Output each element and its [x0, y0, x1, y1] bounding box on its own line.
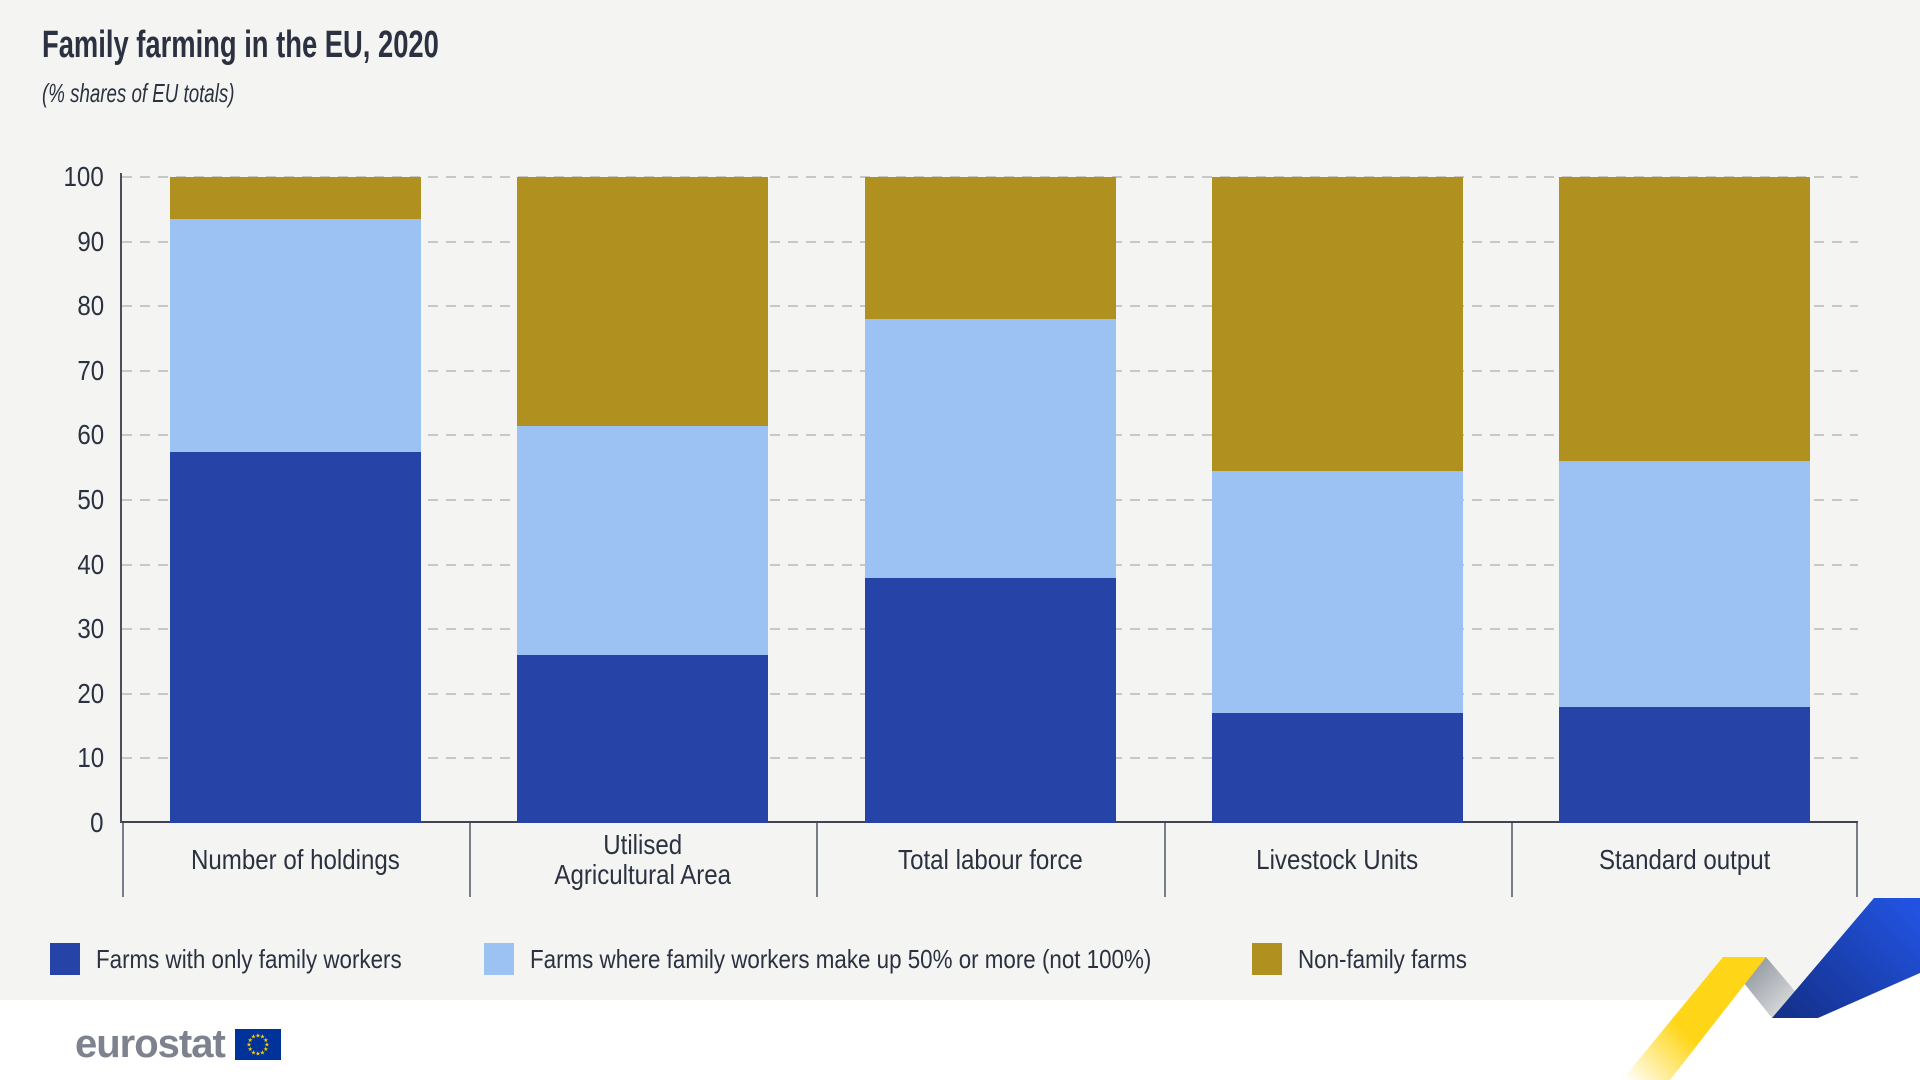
bar-segment-series3-cat3 [864, 177, 1116, 320]
y-tick-label-70: 70 [44, 354, 104, 386]
y-tick-label-60: 60 [44, 420, 104, 450]
y-tick-label-20: 20 [44, 677, 104, 709]
y-tick-label-100: 100 [44, 162, 104, 192]
y-tick-text: 50 [77, 484, 104, 515]
y-tick-text: 90 [77, 225, 104, 257]
x-category-label-1: Number of holdings [122, 823, 469, 897]
eu-flag-star: ★ [251, 1049, 256, 1056]
y-tick-text: 30 [77, 613, 104, 645]
bar-column-5 [1558, 177, 1810, 823]
bar-segment-series2-cat4 [1211, 470, 1463, 714]
bar-segment-series2-cat2 [517, 425, 769, 656]
category-separator-1 [469, 823, 472, 897]
eu-flag-star: ★ [255, 1051, 260, 1058]
legend-swatch-family-only [50, 943, 80, 975]
category-separator-4 [1510, 823, 1513, 897]
legend-item-family-only: Farms with only family workers [50, 943, 451, 975]
x-category-label-4: Livestock Units [1164, 823, 1511, 897]
bar-segment-series3-cat1 [170, 177, 422, 219]
legend-label-family-majority: Farms where family workers make up 50% o… [530, 944, 1152, 974]
page-title: Family farming in the EU, 2020 [42, 24, 593, 67]
legend-item-family-majority: Farms where family workers make up 50% o… [484, 943, 1252, 975]
bar-segment-series2-cat5 [1558, 461, 1810, 707]
bar-chart-plot-area: 0 10 20 30 40 50 60 70 80 90 100 [64, 162, 1858, 838]
x-category-label-5: Standard output [1511, 823, 1858, 897]
page-subtitle: (% shares of EU totals) [42, 78, 309, 109]
eu-flag-star: ★ [255, 1033, 260, 1040]
bar-column-3 [864, 177, 1116, 823]
x-axis-label-band: Number of holdings Utilised Agricultural … [122, 823, 1858, 897]
eu-flag-star: ★ [260, 1034, 265, 1041]
eu-flag-star: ★ [246, 1042, 251, 1049]
bar-segment-series3-cat5 [1558, 177, 1810, 462]
eu-flag-star: ★ [263, 1037, 268, 1044]
y-tick-text: 70 [77, 354, 104, 386]
y-tick-text: 10 [77, 742, 104, 774]
y-tick-text: 20 [77, 677, 104, 709]
legend-swatch-family-majority [484, 943, 514, 975]
y-tick-label-90: 90 [44, 225, 104, 257]
x-category-label-3: Total labour force [816, 823, 1163, 897]
y-tick-label-10: 10 [44, 743, 104, 773]
eu-flag-icon: ★ ★★★★★★★★★★★ [234, 1029, 281, 1060]
y-tick-text: 40 [77, 548, 104, 580]
bar-column-1 [170, 177, 422, 823]
x-category-text: Standard output [1598, 844, 1771, 875]
legend-swatch-non-family [1252, 943, 1282, 975]
bar-segment-series1-cat3 [864, 577, 1116, 823]
y-tick-label-30: 30 [44, 614, 104, 644]
eurostat-logo: eurostat ★ ★ ★ ★ ★ ★ ★ ★ ★ ★ ★ ★ [75, 1022, 281, 1067]
eu-flag-star: ★ [264, 1042, 269, 1049]
bar-column-2 [517, 177, 769, 823]
bar-segment-series1-cat2 [517, 655, 769, 823]
category-separator-3 [1163, 823, 1166, 897]
bar-segment-series1-cat4 [1211, 713, 1463, 823]
bar-segment-series3-cat2 [517, 177, 769, 426]
eu-flag-star: ★ [260, 1049, 265, 1056]
legend-label-non-family: Non-family farms [1298, 944, 1467, 974]
y-tick-text: 100 [63, 161, 104, 192]
eu-flag-star: ★ [247, 1037, 252, 1044]
legend-item-non-family: Non-family farms [1252, 943, 1494, 975]
x-category-text: Number of holdings [191, 844, 401, 875]
legend-label-family-only: Farms with only family workers [96, 944, 402, 974]
gridline-100 [122, 176, 1858, 178]
legend: Farms with only family workers Farms whe… [0, 943, 1920, 977]
y-tick-label-50: 50 [44, 485, 104, 515]
eu-flag-star: ★ [263, 1046, 268, 1053]
y-axis-line [120, 173, 122, 823]
page-title-text: Family farming in the EU, 2020 [42, 24, 439, 66]
y-tick-label-80: 80 [44, 291, 104, 321]
x-category-text: Total labour force [897, 844, 1083, 875]
bar-segment-series1-cat5 [1558, 706, 1810, 823]
y-tick-label-0: 0 [44, 808, 104, 838]
bar-segment-series3-cat4 [1211, 177, 1463, 471]
y-tick-text: 0 [90, 807, 104, 838]
x-category-label-2: Utilised Agricultural Area [469, 823, 816, 897]
x-category-text: Utilised Agricultural Area [554, 829, 732, 890]
category-separator-0 [122, 823, 124, 897]
category-separator-5 [1856, 823, 1858, 897]
bar-segment-series1-cat1 [170, 451, 422, 823]
y-tick-text: 60 [77, 419, 104, 451]
bar-segment-series2-cat1 [170, 219, 422, 452]
x-category-text: Livestock Units [1256, 844, 1419, 875]
bar-segment-series2-cat3 [864, 319, 1116, 578]
page-subtitle-text: (% shares of EU totals) [42, 78, 235, 108]
y-tick-text: 80 [77, 290, 104, 322]
bar-column-4 [1211, 177, 1463, 823]
category-separator-2 [816, 823, 819, 897]
y-tick-label-40: 40 [44, 548, 104, 580]
eu-flag-star: ★ [251, 1034, 256, 1041]
eurostat-logo-text: eurostat [75, 1022, 226, 1066]
eu-flag-star: ★ [247, 1046, 252, 1053]
